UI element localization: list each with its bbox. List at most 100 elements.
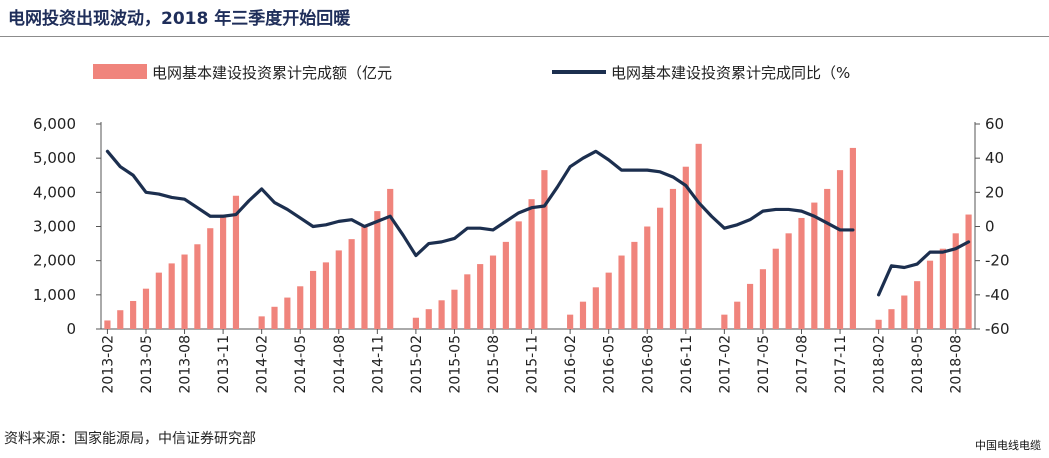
y-left-tick-label: 0 [66,320,76,338]
line-point [903,266,906,269]
x-tick-label: 2018-08 [949,335,965,394]
x-tick-label: 2014-02 [255,335,271,394]
y-right-tick-label: -60 [985,320,1010,338]
line-point [774,208,777,211]
line-point [762,210,764,212]
y-right-tick-label: 0 [985,218,995,236]
line-point [543,205,546,207]
bar [374,211,381,330]
line-point [170,196,173,199]
y-right-tick-label: 40 [985,149,1004,167]
bar [901,295,908,329]
x-tick-label: 2016-11 [679,335,695,394]
y-right-tick-label: -40 [985,286,1010,304]
line-point [286,208,289,211]
line-point [119,165,122,168]
title-divider [0,36,1049,37]
bar [387,188,394,329]
bar [772,248,779,329]
source-note: 资料来源：国家能源局，中信证券研究部 [4,431,256,447]
legend-label-line: 电网基本建设投资累计完成同比（% [611,64,850,82]
bar [888,309,895,329]
bar [502,241,509,330]
line-point [453,237,456,240]
y-left-tick-label: 2,000 [33,252,76,270]
bar-series [104,143,972,330]
line-point [954,247,957,250]
line-point [659,171,661,173]
bar [335,250,342,329]
bar [489,255,497,329]
bar [759,269,767,329]
line-point [376,220,379,223]
line-point [350,218,353,221]
line-point [505,220,507,223]
x-tick-label: 2015-11 [525,335,541,394]
line-point [800,210,803,212]
y-left-tick-label: 5,000 [33,149,76,167]
line-point [710,215,713,218]
bar [695,143,702,329]
line-point [569,165,571,168]
line-point [273,201,276,204]
y-right-tick-label: -20 [985,252,1010,270]
watermark: 中国电线电缆 [975,439,1041,452]
line-point [196,206,199,209]
bar [644,226,651,329]
bar [669,188,677,329]
line-point [479,227,481,230]
x-tick-label: 2016-05 [602,335,618,394]
line-point [312,225,314,228]
line-point [145,191,147,194]
bar [515,221,522,330]
bar [271,306,278,329]
line-point [158,193,160,195]
y-axis-right: -60 -40 -20 0 20 40 60 [975,115,1010,338]
x-tick-label: 2015-05 [447,335,463,394]
x-tick-label: 2016-08 [640,335,656,394]
line-point [672,176,674,178]
line-point [877,294,880,296]
line-point [299,217,302,219]
bar [348,239,355,329]
line-point [222,215,224,218]
line-point [595,150,597,153]
axes [100,122,976,330]
line-point [685,184,687,187]
bar [592,287,599,329]
bar [309,270,317,329]
legend-bar-swatch [93,64,147,79]
line-point [697,201,700,204]
bar [117,310,124,329]
bar [168,263,175,329]
bar [746,283,754,329]
bar [104,320,111,329]
bar [811,202,818,329]
line-point [839,229,841,231]
bar [579,301,587,329]
line-point [826,222,828,224]
line-point [209,215,212,218]
bar [836,170,844,330]
legend: 电网基本建设投资累计完成额（亿元 电网基本建设投资累计完成同比（% [93,64,850,82]
line-point [517,212,520,214]
x-tick-label: 2013-08 [178,335,194,394]
bar [361,224,368,329]
bar [297,286,304,329]
x-tick-label: 2015-02 [409,335,425,394]
line-point [813,215,816,218]
line-point [132,174,134,177]
line-point [967,241,970,243]
bar [451,289,458,329]
bar [541,170,548,330]
x-tick-label: 2018-02 [872,335,888,394]
line-point [556,186,559,189]
bar [207,228,214,329]
bar [914,281,921,329]
y-right-tick-label: 20 [985,183,1004,201]
line-point [427,242,430,245]
x-tick-label: 2014-11 [370,335,386,394]
bar [232,195,240,329]
x-tick-label: 2017-02 [717,335,733,394]
